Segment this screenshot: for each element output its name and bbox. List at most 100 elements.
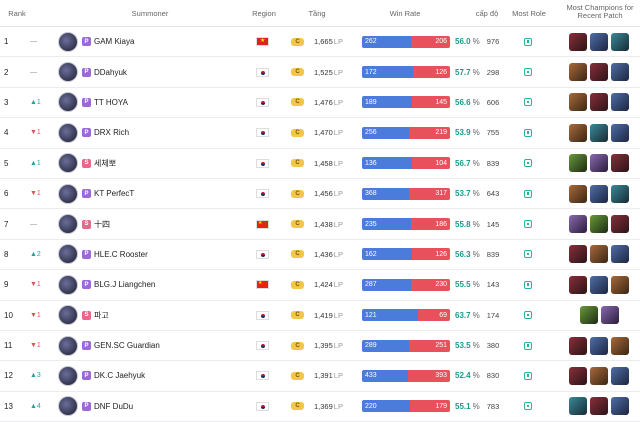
champion-icon[interactable]: [590, 93, 608, 112]
avatar[interactable]: [58, 179, 78, 208]
champion-icon[interactable]: [590, 336, 608, 355]
champion-icon[interactable]: [611, 275, 629, 294]
header-level[interactable]: cấp độ: [475, 8, 499, 18]
champion-icon[interactable]: [569, 32, 587, 51]
summoner-name[interactable]: BLG.J Liangchen: [94, 280, 156, 290]
header-rank[interactable]: Rank: [8, 8, 26, 18]
champion-icon[interactable]: [569, 154, 587, 173]
tier-label: C: [291, 128, 304, 137]
summoner-name[interactable]: 파고: [94, 310, 109, 320]
summoner-name[interactable]: DRX Rich: [94, 128, 130, 138]
summoner-name[interactable]: HLE.C Rooster: [94, 249, 148, 259]
summoner-name[interactable]: 十四: [94, 219, 110, 229]
champion-icon[interactable]: [611, 215, 629, 234]
avatar[interactable]: [58, 301, 78, 330]
champion-icon[interactable]: [611, 397, 629, 416]
champion-icon[interactable]: [611, 245, 629, 264]
champion-icon[interactable]: [611, 366, 629, 385]
summoner-name[interactable]: KT PerfecT: [94, 189, 135, 199]
table-row[interactable]: 2 — P DDahyuk C 1,525 LP 172 126 57.7% 298: [0, 57, 640, 88]
table-row[interactable]: 12 ▲3 P DK.C Jaehyuk C 1,391 LP 433 393 52.4% 830: [0, 361, 640, 392]
header-most-role[interactable]: Most Role: [512, 8, 546, 18]
table-row[interactable]: 13 ▲4 P DNF DuDu C 1,369 LP 220 179 55.1% 783: [0, 392, 640, 422]
champion-icon[interactable]: [590, 245, 608, 264]
level: 380: [486, 341, 500, 351]
header-most-champions[interactable]: Most Champions for Recent Patch: [566, 3, 634, 20]
wins-segment: 262: [362, 35, 412, 48]
champion-icon[interactable]: [590, 215, 608, 234]
most-role: [524, 331, 532, 360]
badge-label: P: [82, 280, 91, 290]
champion-icon[interactable]: [569, 275, 587, 294]
champion-icon[interactable]: [611, 154, 629, 173]
most-role: [524, 27, 532, 56]
champion-icon[interactable]: [569, 184, 587, 203]
champion-icon[interactable]: [590, 366, 608, 385]
champion-icon[interactable]: [569, 336, 587, 355]
champion-icon[interactable]: [590, 32, 608, 51]
avatar[interactable]: [58, 27, 78, 56]
champion-icon[interactable]: [611, 336, 629, 355]
champion-icon[interactable]: [611, 123, 629, 142]
avatar[interactable]: [58, 118, 78, 147]
champion-icon[interactable]: [590, 154, 608, 173]
summoner-name[interactable]: GEN.SC Guardian: [94, 341, 160, 351]
header-region[interactable]: Region: [252, 8, 276, 18]
champion-icon[interactable]: [590, 63, 608, 82]
summoner-name[interactable]: TT HOYA: [94, 97, 128, 107]
avatar[interactable]: [58, 57, 78, 86]
summoner-name[interactable]: GAM Kiaya: [94, 37, 135, 47]
header-summoner[interactable]: Summoner: [131, 8, 169, 18]
tier-label: C: [291, 68, 304, 77]
table-row[interactable]: 11 ▼1 P GEN.SC Guardian C 1,395 LP 289 251 53.5% 3…: [0, 331, 640, 362]
role-icon: [524, 159, 532, 168]
table-row[interactable]: 10 ▼1 S 파고 C 1,419 LP 121 69 63.7% 174: [0, 301, 640, 331]
avatar[interactable]: [58, 88, 78, 117]
table-row[interactable]: 8 ▲2 P HLE.C Rooster C 1,436 LP 162 126 56.3% 839: [0, 240, 640, 271]
summoner-name[interactable]: DDahyuk: [94, 67, 127, 77]
avatar[interactable]: [58, 392, 78, 421]
header-win-rate[interactable]: Win Rate: [389, 8, 421, 18]
badge-label: P: [82, 128, 91, 138]
table-row[interactable]: 5 ▲1 S 세체뽀 C 1,458 LP 136 104 56.7% 839: [0, 149, 640, 179]
losses-segment: 251: [409, 339, 450, 352]
avatar[interactable]: [58, 240, 78, 269]
summoner-name[interactable]: DK.C Jaehyuk: [94, 371, 146, 381]
champion-icon[interactable]: [611, 63, 629, 82]
champion-icon[interactable]: [569, 123, 587, 142]
table-row[interactable]: 6 ▼1 P KT PerfecT C 1,456 LP 368 317 53.7% 643: [0, 179, 640, 210]
champion-icon[interactable]: [569, 93, 587, 112]
champion-icon[interactable]: [569, 245, 587, 264]
champion-icon[interactable]: [569, 366, 587, 385]
avatar[interactable]: [58, 361, 78, 390]
champion-icon[interactable]: [590, 184, 608, 203]
most-role: [524, 209, 532, 238]
header-tier[interactable]: Tầng: [308, 8, 326, 18]
champion-icon[interactable]: [590, 397, 608, 416]
champion-icon[interactable]: [600, 306, 619, 325]
win-loss-track: 189 145: [362, 96, 450, 109]
region-flag-icon: [256, 209, 269, 238]
avatar[interactable]: [58, 331, 78, 360]
champion-icon[interactable]: [569, 215, 587, 234]
avatar[interactable]: [58, 149, 78, 178]
champion-icon[interactable]: [590, 123, 608, 142]
win-loss-track: 220 179: [362, 400, 450, 413]
champion-icon[interactable]: [569, 63, 587, 82]
table-row[interactable]: 4 ▼1 P DRX Rich C 1,470 LP 256 219 53.9% 755: [0, 118, 640, 149]
summoner-name[interactable]: DNF DuDu: [94, 401, 134, 411]
avatar[interactable]: [58, 270, 78, 299]
win-rate-percent: 52.4%: [455, 371, 480, 381]
champion-icon[interactable]: [611, 93, 629, 112]
avatar[interactable]: [58, 209, 78, 238]
champion-icon[interactable]: [569, 397, 587, 416]
table-row[interactable]: 3 ▲1 P TT HOYA C 1,476 LP 189 145 56.6% 606: [0, 88, 640, 119]
champion-icon[interactable]: [579, 306, 598, 325]
champion-icon[interactable]: [611, 184, 629, 203]
summoner-name[interactable]: 세체뽀: [94, 158, 117, 168]
champion-icon[interactable]: [590, 275, 608, 294]
champion-icon[interactable]: [611, 32, 629, 51]
